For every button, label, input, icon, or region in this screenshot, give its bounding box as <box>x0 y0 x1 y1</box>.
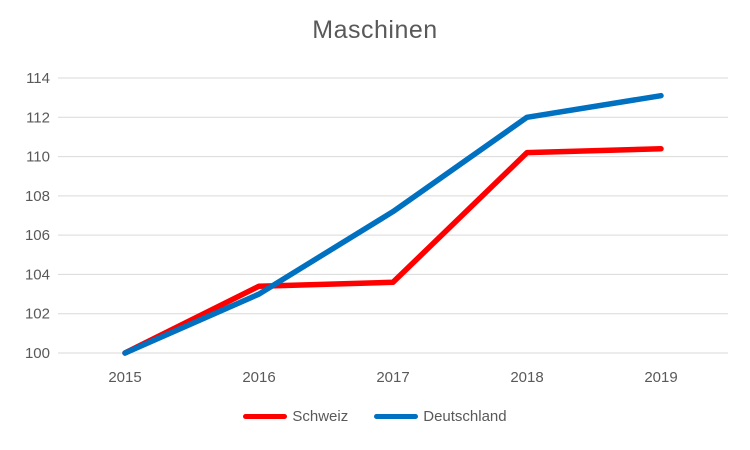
y-axis-tick-label: 108 <box>25 188 50 205</box>
series-line-schweiz <box>122 145 664 356</box>
x-axis-tick-label: 2015 <box>108 369 141 386</box>
legend-line-swatch <box>374 414 419 419</box>
x-axis-tick-label: 2019 <box>644 369 677 386</box>
y-axis-tick-label: 104 <box>25 266 50 283</box>
legend-label: Schweiz <box>292 408 349 425</box>
legend: Schweiz Deutschland <box>0 408 750 425</box>
y-axis-tick-label: 100 <box>25 345 50 362</box>
legend-item-deutschland: Deutschland <box>374 408 507 425</box>
y-axis-tick-label: 106 <box>25 227 50 244</box>
y-axis-tick-label: 110 <box>26 149 50 166</box>
x-axis-tick-label: 2018 <box>510 369 543 386</box>
y-axis-tick-label: 114 <box>26 70 50 87</box>
chart-title: Maschinen <box>312 16 438 44</box>
x-axis-tick-label: 2017 <box>376 369 409 386</box>
legend-line-swatch <box>243 414 288 419</box>
x-axis-tick-label: 2016 <box>242 369 275 386</box>
y-axis-tick-label: 102 <box>25 306 50 323</box>
legend-label: Deutschland <box>423 408 507 425</box>
series-line-deutschland <box>122 92 664 356</box>
y-axis-tick-label: 112 <box>26 109 50 126</box>
legend-item-schweiz: Schweiz <box>243 408 348 425</box>
